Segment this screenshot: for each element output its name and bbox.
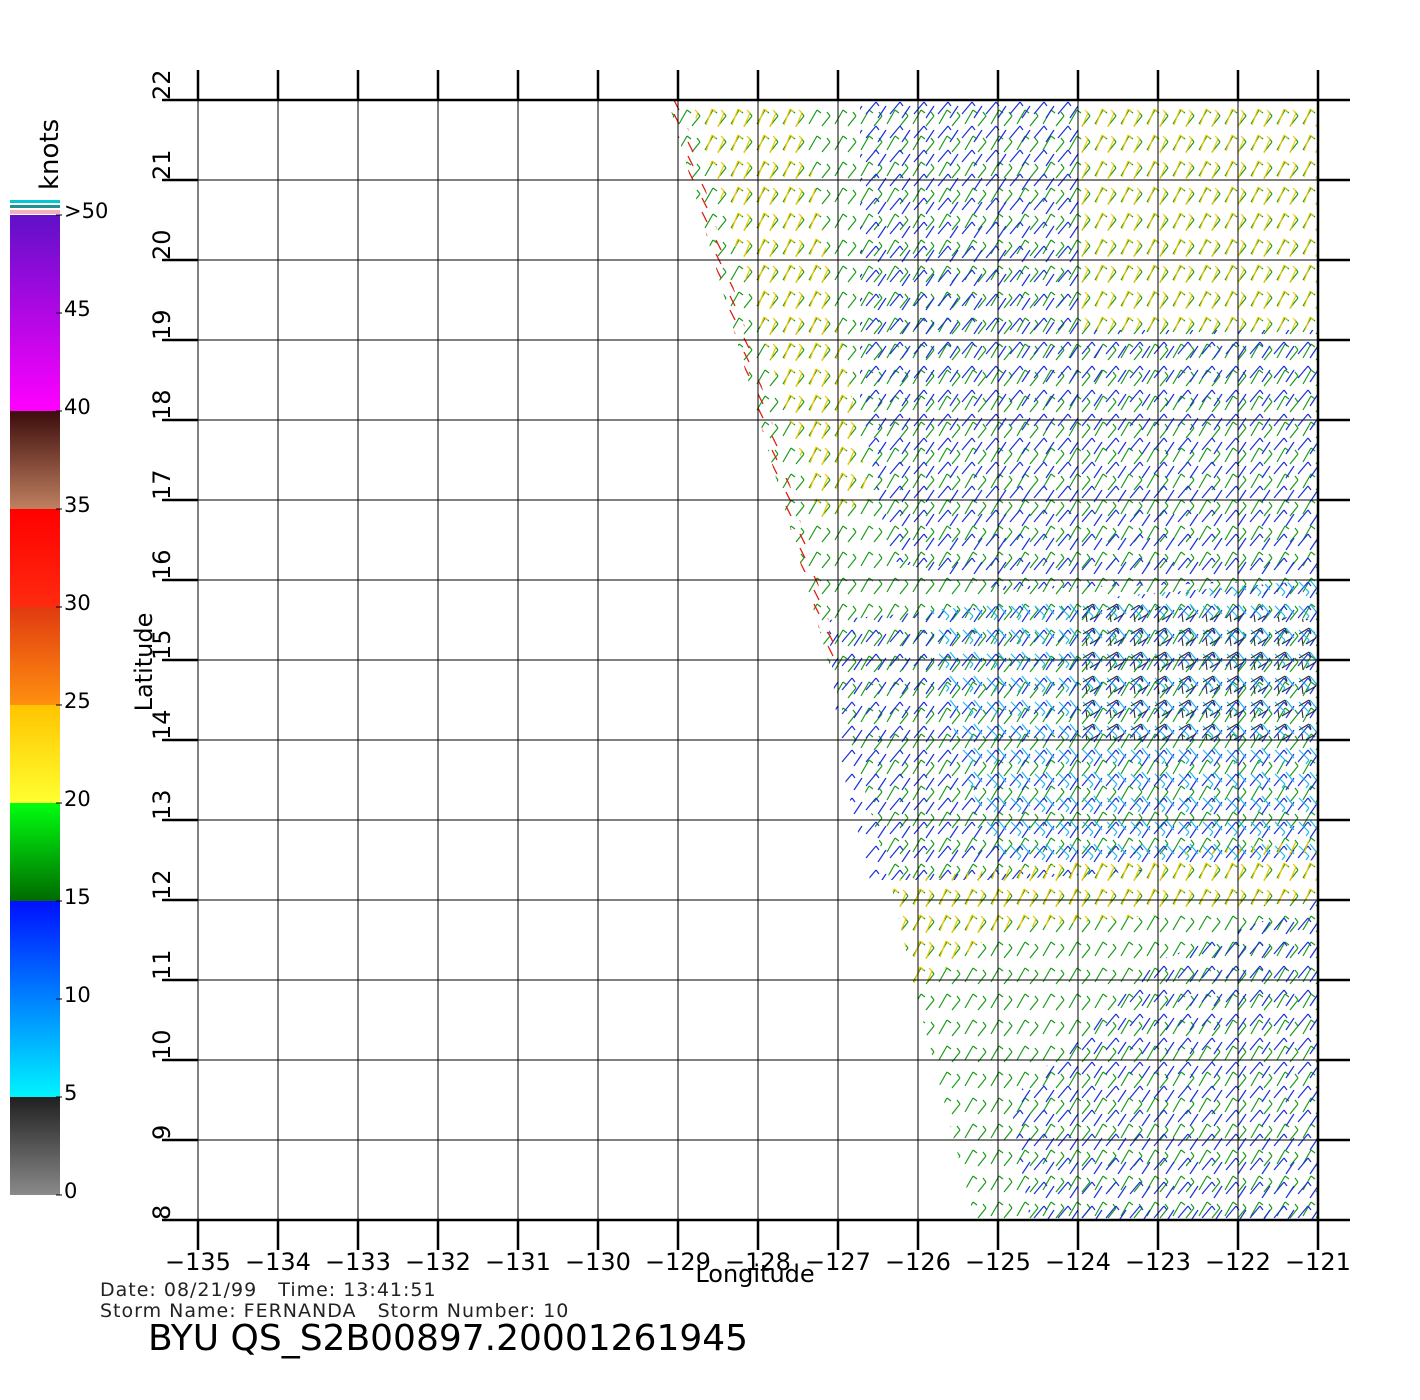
colorbar-tick-label: 30 <box>64 591 91 615</box>
colorbar-tick-label: 15 <box>64 885 91 909</box>
y-tick-label: 11 <box>148 949 176 980</box>
y-tick-label: 21 <box>148 149 176 180</box>
y-tick-label: 9 <box>148 1125 176 1140</box>
y-tick-label: 15 <box>148 629 176 660</box>
y-tick-label: 16 <box>148 549 176 580</box>
x-tick-label: −121 <box>1285 1248 1351 1276</box>
y-tick-label: 8 <box>148 1205 176 1220</box>
colorbar-segment <box>10 607 60 705</box>
x-tick-label: −123 <box>1125 1248 1191 1276</box>
x-tick-label: −125 <box>965 1248 1031 1276</box>
colorbar-segment <box>10 705 60 803</box>
footer-storm: Storm Name: FERNANDA Storm Number: 10 <box>100 1300 569 1322</box>
colorbar-segment <box>10 411 60 509</box>
x-tick-label: −130 <box>565 1248 631 1276</box>
x-axis-label: Longitude <box>695 1260 814 1288</box>
colorbar-segment <box>10 901 60 1097</box>
colorbar-tick-label: 20 <box>64 787 91 811</box>
x-tick-label: −135 <box>165 1248 231 1276</box>
x-tick-label: −127 <box>805 1248 871 1276</box>
y-tick-label: 18 <box>148 389 176 420</box>
colorbar-tick-label: 35 <box>64 493 91 517</box>
x-tick-label: −131 <box>485 1248 551 1276</box>
y-tick-label: 10 <box>148 1029 176 1060</box>
colorbar-cap <box>10 200 60 203</box>
colorbar-tick-label: 40 <box>64 395 91 419</box>
footer-date: Date: 08/21/99 Time: 13:41:51 <box>100 1279 437 1301</box>
y-tick-label: 13 <box>148 789 176 820</box>
colorbar-tick-label: 25 <box>64 689 91 713</box>
x-tick-label: −132 <box>405 1248 471 1276</box>
x-tick-label: −128 <box>725 1248 791 1276</box>
colorbar-tick-label: 0 <box>64 1179 77 1203</box>
footer-title: BYU QS_S2B00897.20001261945 <box>148 1318 748 1359</box>
colorbar-tick-label: >50 <box>64 199 108 223</box>
x-tick-label: −134 <box>245 1248 311 1276</box>
colorbar-cap <box>10 205 60 208</box>
colorbar-label: knots <box>35 119 65 190</box>
colorbar-segment <box>10 509 60 607</box>
y-tick-label: 22 <box>148 69 176 100</box>
colorbar-tick-label: 5 <box>64 1081 77 1105</box>
y-tick-label: 17 <box>148 469 176 500</box>
colorbar-segment <box>10 215 60 411</box>
colorbar-segment <box>10 803 60 901</box>
colorbar-tick-label: 45 <box>64 297 91 321</box>
x-tick-label: −122 <box>1205 1248 1271 1276</box>
colorbar: knots 0 5 10 15 20 25 30 35 40 45 >50 <box>10 119 108 1203</box>
y-axis-label: Latitude <box>130 613 158 712</box>
colorbar-segment <box>10 1097 60 1195</box>
x-tick-label: −124 <box>1045 1248 1111 1276</box>
y-tick-label: 20 <box>148 229 176 260</box>
y-tick-label: 14 <box>148 709 176 740</box>
y-tick-label: 12 <box>148 869 176 900</box>
colorbar-tick-label: 10 <box>64 983 91 1007</box>
colorbar-cap <box>10 210 60 214</box>
x-tick-label: −129 <box>645 1248 711 1276</box>
x-tick-label: −133 <box>325 1248 391 1276</box>
axes: −135 −134 −133 −132 −131 −130 −129 −128 −127 −126… <box>148 69 1351 1276</box>
x-tick-label: −126 <box>885 1248 951 1276</box>
y-tick-label: 19 <box>148 309 176 340</box>
